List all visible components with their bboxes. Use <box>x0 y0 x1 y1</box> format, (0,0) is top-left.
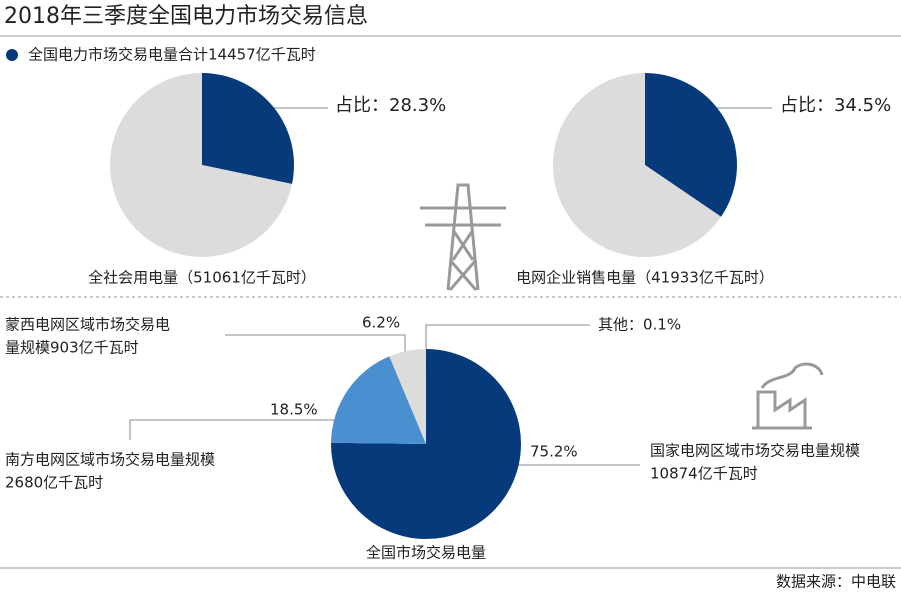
pie-caption: 电网企业销售电量（41933亿千瓦时） <box>516 269 774 287</box>
pie-slice <box>425 349 426 444</box>
value-label: 占比：34.5% <box>780 95 891 116</box>
pie-slice <box>645 73 737 217</box>
pie-slice <box>553 73 722 257</box>
pie-caption: 全社会用电量（51061亿千瓦时） <box>88 269 316 287</box>
category-label: 2680亿千瓦时 <box>5 474 103 492</box>
leader <box>129 419 335 440</box>
value-label: 6.2% <box>362 314 400 332</box>
legend-text: 全国电力市场交易电量合计14457亿千瓦时 <box>28 46 316 64</box>
category-label: 蒙西电网区域市场交易电 <box>5 316 170 334</box>
title: 2018年三季度全国电力市场交易信息 <box>4 4 368 29</box>
pie-caption: 全国市场交易电量 <box>366 544 486 562</box>
category-label: 南方电网区域市场交易电量规模 <box>5 451 215 469</box>
pie-slice <box>331 356 426 444</box>
category-label: 国家电网区域市场交易电量规模 <box>650 442 860 460</box>
factory-icon <box>752 362 824 430</box>
value-label: 占比：28.3% <box>335 95 446 116</box>
category-label: 量规模903亿千瓦时 <box>5 339 139 357</box>
legend-dot <box>6 49 18 61</box>
pie-slice <box>389 349 426 444</box>
value-label: 75.2% <box>530 443 578 461</box>
pie-slice <box>331 349 522 540</box>
pie-slice <box>110 73 293 257</box>
leader <box>425 324 590 352</box>
category-label: 10874亿千瓦时 <box>650 465 758 483</box>
tower-icon <box>420 183 506 291</box>
source: 数据来源：中电联 <box>776 573 896 591</box>
pie-slice <box>202 73 295 184</box>
value-label: 18.5% <box>270 401 318 419</box>
value-label: 其他：0.1% <box>598 316 681 334</box>
